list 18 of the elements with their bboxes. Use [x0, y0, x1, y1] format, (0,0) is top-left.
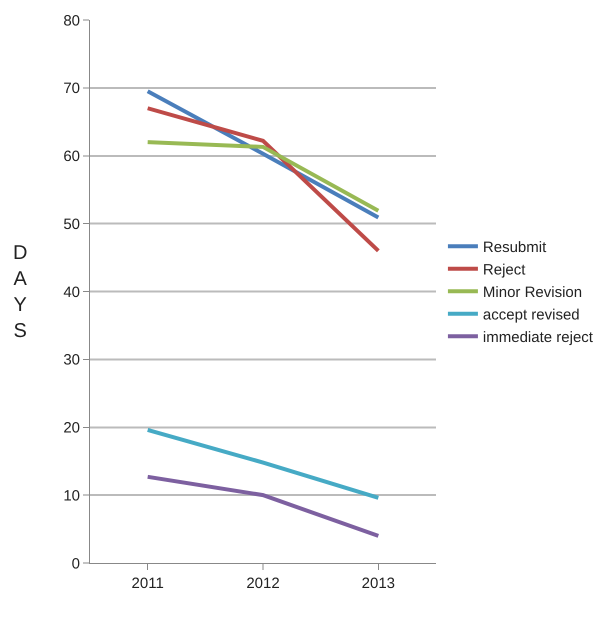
legend-label: Minor Revision — [482, 284, 582, 302]
y-tick-label: 70 — [63, 80, 80, 98]
y-tick-label: 20 — [63, 420, 80, 436]
x-tick-label: 2013 — [362, 575, 396, 592]
x-tick-label: 2011 — [132, 575, 164, 592]
legend-label: Reject — [482, 262, 526, 279]
y-tick-label: 40 — [63, 284, 80, 301]
y-tick-label: 30 — [63, 352, 80, 369]
x-tick-label: 2012 — [246, 575, 280, 592]
y-tick-label: 80 — [63, 12, 80, 30]
y-tick-label: 10 — [63, 487, 80, 504]
legend-label: Resubmit — [482, 239, 548, 256]
y-tick-label: 0 — [72, 555, 80, 572]
legend-label: immediate reject — [482, 329, 594, 346]
legend-label: accept revised — [482, 306, 580, 324]
y-tick-label: 50 — [63, 216, 80, 233]
y-axis-title: DAYS — [13, 242, 28, 342]
y-tick-label: 60 — [63, 148, 80, 165]
